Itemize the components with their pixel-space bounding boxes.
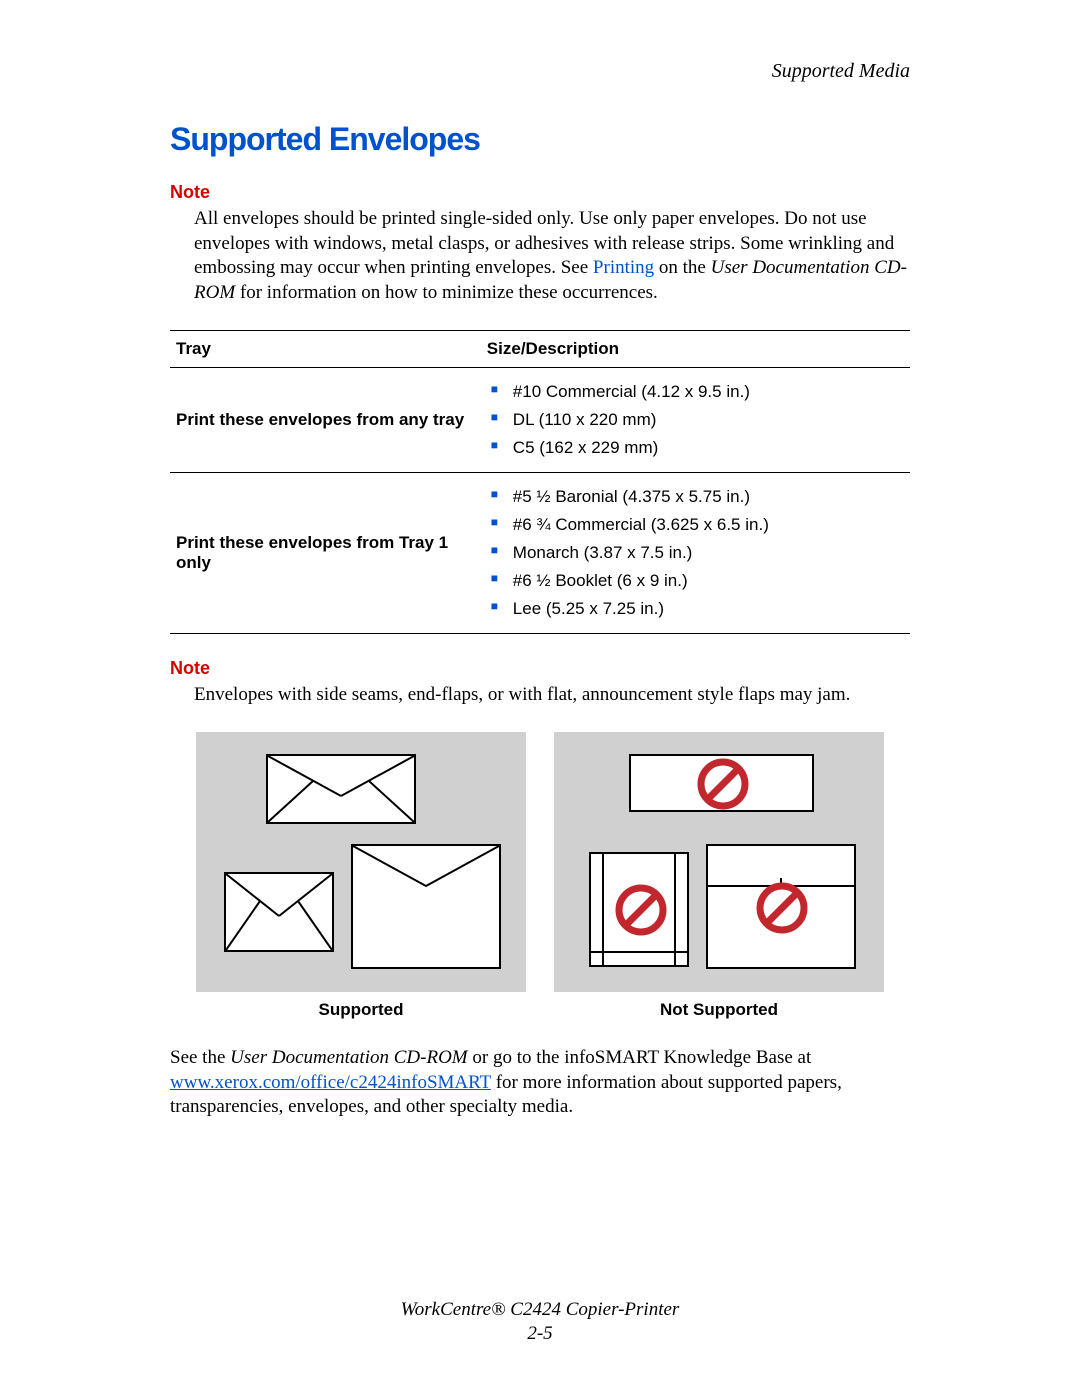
row2-label: Print these envelopes from Tray 1 only [170,472,481,633]
prohibit-icon [756,882,808,934]
list-item: #6 ½ Booklet (6 x 9 in.) [487,567,904,595]
list-item: DL (110 x 220 mm) [487,406,904,434]
infosmart-link[interactable]: www.xerox.com/office/c2424infoSMART [170,1072,491,1093]
list-item: C5 (162 x 229 mm) [487,434,904,462]
note-label-2: Note [170,658,910,679]
list-item: Lee (5.25 x 7.25 in.) [487,595,904,623]
caption-supported: Supported [196,1000,526,1020]
header-section-label: Supported Media [170,60,910,83]
printing-link[interactable]: Printing [593,257,654,278]
note-label-1: Note [170,182,910,203]
list-item: #5 ½ Baronial (4.375 x 5.75 in.) [487,483,904,511]
footer-page-number: 2-5 [0,1322,1080,1347]
note-1-text: All envelopes should be printed single-s… [194,207,910,306]
caption-not-supported: Not Supported [554,1000,884,1020]
note-2-text: Envelopes with side seams, end-flaps, or… [194,683,910,708]
envelope-vflap-icon [353,846,499,967]
envelope-open-icon [268,756,414,822]
row1-items: #10 Commercial (4.12 x 9.5 in.) DL (110 … [481,367,910,472]
prohibit-icon [697,758,749,810]
row2-items: #5 ½ Baronial (4.375 x 5.75 in.) #6 ¾ Co… [481,472,910,633]
list-item: Monarch (3.87 x 7.5 in.) [487,539,904,567]
table-header-row: Tray Size/Description [170,330,910,367]
envelope-small-icon [226,874,332,950]
row1-label: Print these envelopes from any tray [170,367,481,472]
table-row: Print these envelopes from any tray #10 … [170,367,910,472]
note1-post: for information on how to minimize these… [235,282,658,303]
supported-diagram [196,732,526,992]
prohibit-icon [615,884,667,936]
bp-italic: User Documentation CD-ROM [230,1047,467,1068]
note1-mid: on the [654,257,710,278]
diagram-row [170,732,910,992]
page-title: Supported Envelopes [170,121,910,158]
list-item: #6 ¾ Commercial (3.625 x 6.5 in.) [487,511,904,539]
bp-mid: or go to the infoSMART Knowledge Base at [468,1047,812,1068]
list-item: #10 Commercial (4.12 x 9.5 in.) [487,378,904,406]
bp-pre: See the [170,1047,230,1068]
page-footer: WorkCentre® C2424 Copier-Printer 2-5 [0,1298,1080,1347]
th-tray: Tray [170,330,481,367]
envelope-table: Tray Size/Description Print these envelo… [170,330,910,634]
th-size: Size/Description [481,330,910,367]
diagram-captions: Supported Not Supported [170,1000,910,1020]
not-supported-diagram [554,732,884,992]
footer-product: WorkCentre® C2424 Copier-Printer [0,1298,1080,1323]
table-row: Print these envelopes from Tray 1 only #… [170,472,910,633]
bottom-paragraph: See the User Documentation CD-ROM or go … [170,1046,910,1120]
